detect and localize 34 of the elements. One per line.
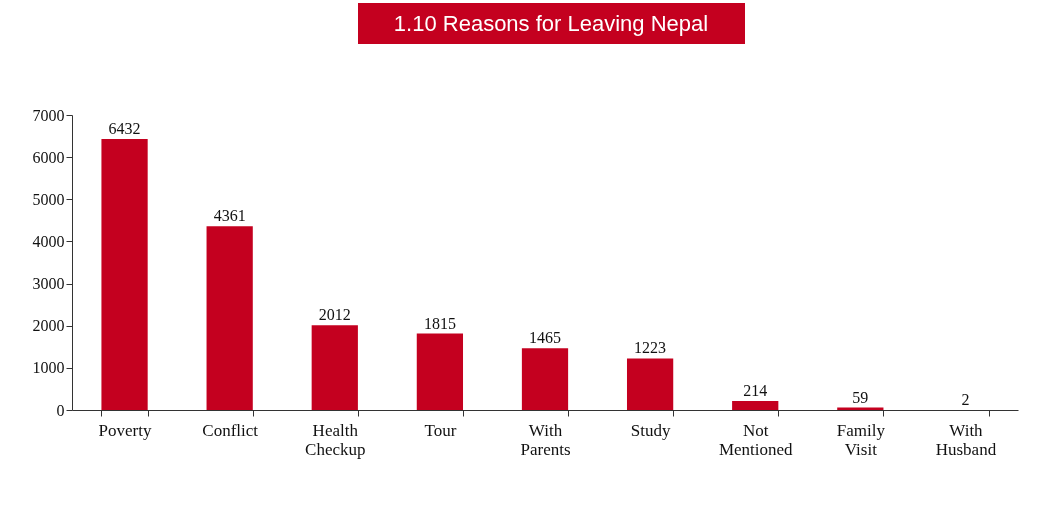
- data-label: 1223: [634, 339, 667, 357]
- data-label: 1815: [423, 314, 456, 332]
- data-label: 6432: [108, 119, 141, 137]
- y-tick-label: 5000: [32, 190, 65, 208]
- y-tick-label: 2000: [32, 317, 65, 335]
- x-tick-label: Tour: [424, 420, 457, 440]
- bar: [311, 325, 358, 410]
- data-label: 214: [743, 381, 768, 399]
- data-label: 2012: [318, 306, 351, 324]
- data-label: 59: [852, 388, 869, 406]
- bar: [626, 358, 674, 410]
- x-tick-label: Not Mentioned: [718, 420, 794, 459]
- data-label: 2: [961, 390, 970, 408]
- x-tick-label: With Husband: [935, 420, 997, 459]
- x-tick-label: Family Visit: [836, 420, 886, 459]
- y-tick-label: 0: [56, 401, 65, 419]
- y-tick-label: 6000: [32, 148, 65, 166]
- y-tick-label: 4000: [32, 232, 65, 250]
- bar: [206, 226, 253, 410]
- x-tick-label: Study: [630, 420, 671, 440]
- data-label: 1465: [529, 329, 561, 347]
- bar: [521, 348, 569, 410]
- y-tick-label: 1000: [32, 359, 65, 377]
- bar: [416, 333, 464, 410]
- y-tick-label: 7000: [32, 106, 65, 124]
- x-tick-label: With Parents: [520, 420, 571, 459]
- bar: [101, 138, 148, 410]
- bar: [732, 400, 779, 410]
- x-tick-label: Conflict: [202, 420, 259, 440]
- data-label: 4361: [213, 207, 246, 225]
- y-tick-label: 3000: [32, 275, 65, 293]
- x-tick-label: Poverty: [98, 420, 152, 440]
- x-tick-label: Health Checkup: [305, 420, 366, 459]
- chart-title: 1.10 Reasons for Leaving Nepal: [393, 11, 709, 36]
